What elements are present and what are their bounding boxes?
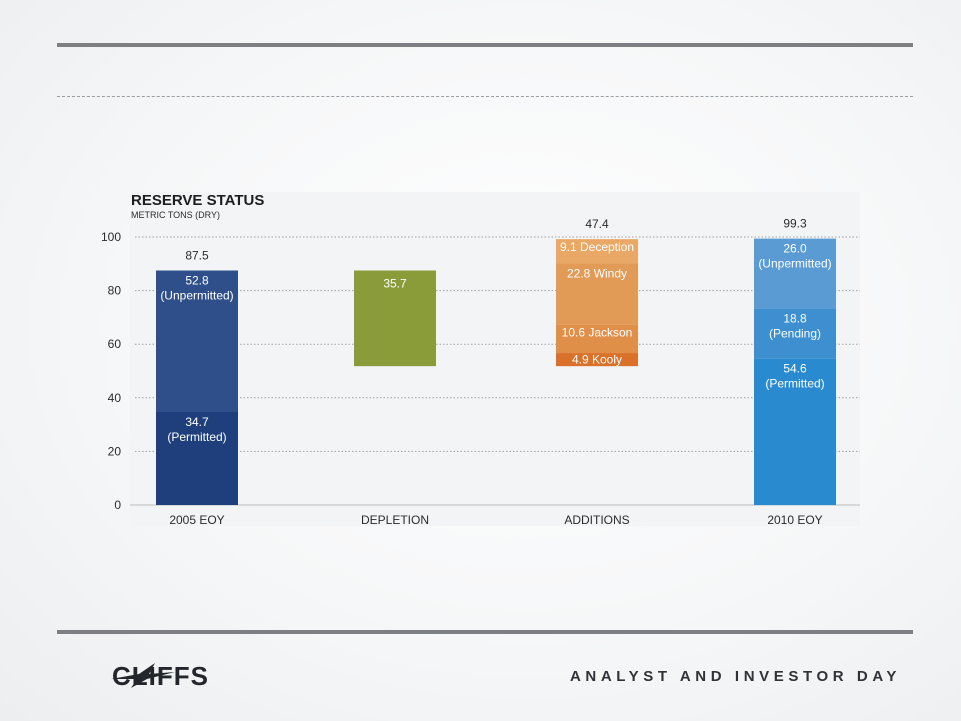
bar-segment <box>156 412 238 505</box>
bar-segment <box>556 239 638 264</box>
chart-title: RESERVE STATUS <box>131 192 264 209</box>
y-tick-label: 20 <box>108 444 122 458</box>
chart-panel <box>130 192 860 526</box>
x-category-label: ADDITIONS <box>564 513 629 527</box>
y-tick-label: 40 <box>108 391 122 405</box>
bar-segment <box>754 358 836 505</box>
bar-segment <box>556 324 638 354</box>
bar-segment <box>754 238 836 309</box>
y-tick-label: 80 <box>108 284 122 298</box>
chart-subtitle: METRIC TONS (DRY) <box>131 210 220 220</box>
bar-total-label: 47.4 <box>585 217 609 231</box>
bar-segment <box>556 353 638 367</box>
bar-segment <box>754 308 836 359</box>
y-tick-label: 60 <box>108 337 122 351</box>
segment-value-label: 54.6 <box>783 362 807 376</box>
segment-status-label: (Permitted) <box>765 377 824 391</box>
y-tick-label: 0 <box>114 498 121 512</box>
footer-rule <box>57 630 913 634</box>
bar-segment <box>556 263 638 325</box>
x-category-label: 2010 EOY <box>767 513 822 527</box>
bar-segment <box>156 270 238 413</box>
bar-total-label: 87.5 <box>185 249 209 263</box>
segment-value-label: 4.9 Kooly <box>572 353 622 367</box>
header-dashed-rule <box>57 96 913 97</box>
event-tagline: ANALYST AND INVESTOR DAY <box>570 668 901 685</box>
bar-segment <box>354 270 436 367</box>
segment-value-label: 26.0 <box>783 242 807 256</box>
x-category-label: 2005 EOY <box>169 513 224 527</box>
segment-status-label: (Permitted) <box>167 430 226 444</box>
segment-value-label: 18.8 <box>783 311 807 325</box>
segment-status-label: (Pending) <box>769 326 821 340</box>
header-rule <box>57 43 913 47</box>
x-category-label: DEPLETION <box>361 513 429 527</box>
segment-value-label: 9.1 Deception <box>560 240 634 254</box>
cliffs-logo-icon <box>111 663 175 688</box>
bar-total-label: 99.3 <box>783 217 807 231</box>
segment-status-label: (Unpermitted) <box>758 257 831 271</box>
segment-value-label: 52.8 <box>185 274 209 288</box>
segment-value-label: 10.6 Jackson <box>562 326 633 340</box>
segment-value-label: 35.7 <box>383 277 407 291</box>
y-tick-label: 100 <box>101 230 121 244</box>
segment-value-label: 34.7 <box>185 415 209 429</box>
segment-status-label: (Unpermitted) <box>160 289 233 303</box>
brand-name: CLIFFS <box>112 661 209 691</box>
segment-value-label: 22.8 Windy <box>567 267 627 281</box>
